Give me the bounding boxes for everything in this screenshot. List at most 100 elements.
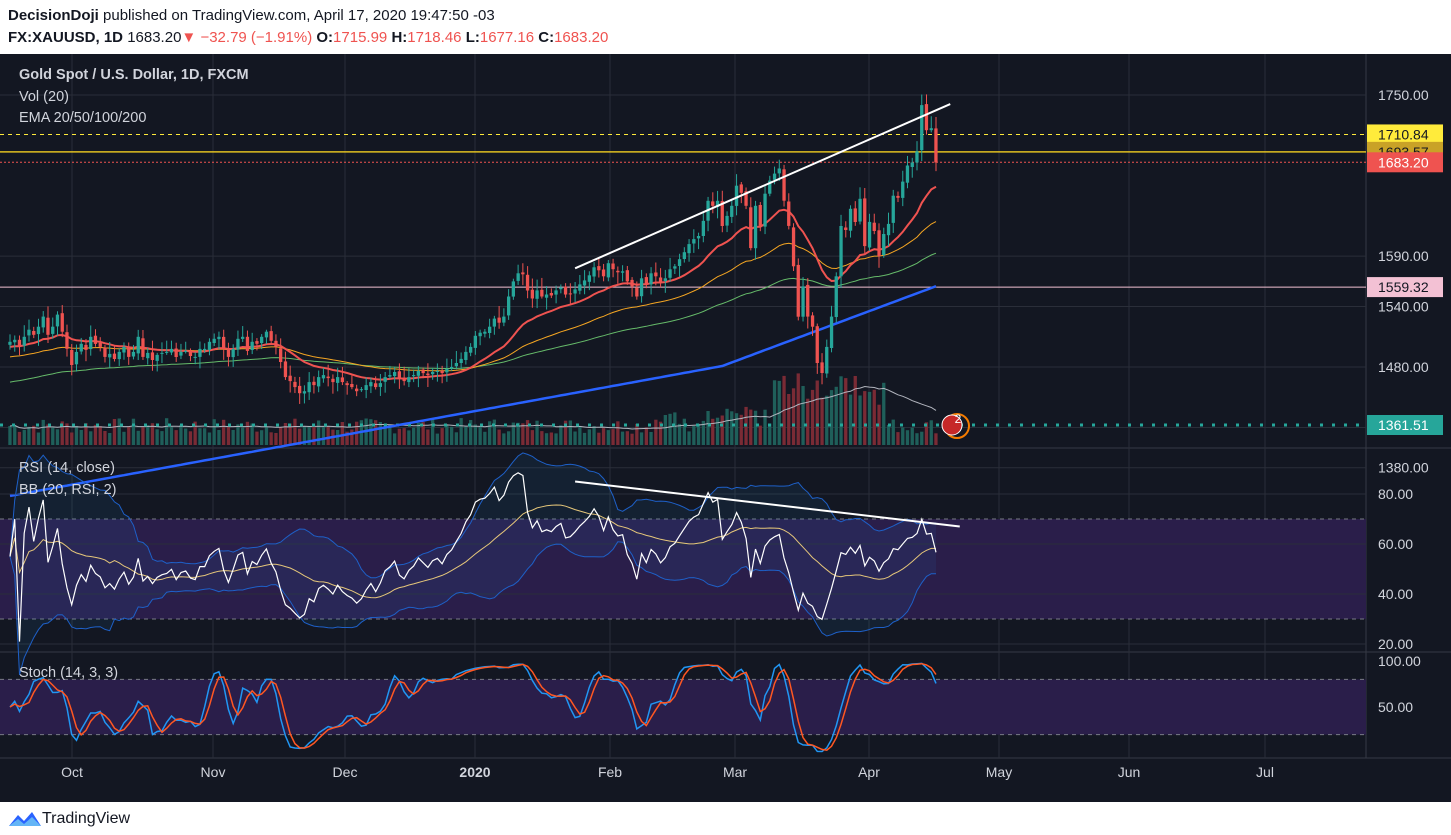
volume-bar [535, 420, 539, 445]
volume-bar [74, 425, 79, 445]
volume-bar [255, 431, 259, 445]
volume-bar [188, 431, 193, 445]
volume-bar [920, 431, 924, 445]
volume-bar [682, 418, 686, 445]
candle-body [488, 326, 492, 333]
publisher-line: DecisionDoji published on TradingView.co… [8, 7, 495, 24]
footer: TradingView [0, 802, 1451, 835]
time-tick-label: Jun [1118, 764, 1141, 780]
volume-bar [131, 418, 136, 445]
candle-body [601, 269, 606, 277]
volume-bar [207, 432, 212, 445]
volume-bar [378, 422, 382, 445]
volume-bar [616, 421, 620, 445]
candle-body [150, 352, 155, 360]
volume-bar [924, 422, 929, 445]
candle-body [801, 286, 805, 317]
chart-canvas[interactable]: Oct Nov Dec 2020 Feb Mar Apr May Jun Jul 1750.00 15… [0, 54, 1451, 802]
volume-bar [882, 382, 886, 445]
rsi-legend[interactable]: RSI (14, close) [19, 460, 115, 476]
volume-bar [193, 421, 197, 445]
volume-bar [734, 413, 739, 445]
candle-body [32, 331, 36, 335]
candle-body [369, 382, 373, 387]
volume-bar [630, 433, 634, 445]
candle-body [582, 280, 587, 286]
candle-body [269, 331, 273, 341]
candle-body [492, 318, 496, 327]
candle-body [511, 281, 515, 297]
candle-body [473, 335, 477, 348]
candle-body [711, 201, 715, 206]
ema-legend[interactable]: EMA 20/50/100/200 [19, 110, 147, 126]
volume-bar [146, 425, 150, 445]
volume-bar [41, 419, 45, 445]
volume-bar [488, 421, 492, 445]
symbol-name[interactable]: FX:XAUUSD, 1D [8, 29, 124, 46]
volume-bar [350, 429, 354, 445]
candle-body [440, 370, 444, 373]
candle-body [934, 128, 938, 163]
open-value: 1715.99 [333, 29, 388, 46]
volume-bar [687, 431, 691, 445]
volume-bar [677, 423, 682, 445]
candle-body [416, 371, 420, 376]
volume-bar [649, 432, 653, 445]
candle-body [112, 353, 117, 359]
candle-body [891, 195, 895, 223]
candle-body [592, 267, 596, 277]
candle-body [326, 376, 330, 379]
volume-bar [55, 429, 60, 445]
volume-bar [169, 426, 174, 445]
candle-body [544, 294, 549, 298]
chart-area[interactable]: Oct Nov Dec 2020 Feb Mar Apr May Jun Jul 1750.00 15… [0, 54, 1451, 802]
volume-bar [730, 411, 734, 445]
candle-body [469, 346, 473, 353]
stoch-tick-label: 50.00 [1378, 699, 1413, 715]
candle-body [288, 375, 292, 382]
candle-body [787, 201, 791, 226]
volume-bar [122, 431, 126, 445]
candle-body [212, 338, 216, 343]
rsi-band-fill [0, 519, 1366, 619]
volume-legend[interactable]: Vol (20) [19, 89, 69, 105]
candle-body [70, 350, 74, 365]
candle-body [60, 313, 64, 332]
volume-bar [407, 430, 411, 445]
volume-bar [696, 423, 701, 445]
ema20-line [9, 185, 937, 381]
candle-body [701, 220, 705, 236]
candle-body [307, 382, 311, 393]
volume-bar [601, 428, 606, 445]
time-tick-label: Apr [858, 764, 880, 780]
tradingview-brand[interactable]: TradingView [42, 810, 131, 827]
candle-body [782, 169, 786, 201]
volume-bar [720, 415, 724, 445]
tradingview-logo-icon [9, 812, 41, 826]
publisher-name[interactable]: DecisionDoji [8, 7, 99, 24]
volume-bar [231, 430, 235, 445]
candle-body [184, 350, 188, 352]
main-legend-title[interactable]: Gold Spot / U.S. Dollar, 1D, FXCM [19, 67, 249, 83]
bb-lower-line [9, 541, 936, 676]
stoch-legend[interactable]: Stoch (14, 3, 3) [19, 665, 119, 681]
volume-bar [896, 432, 900, 445]
candle-body [920, 105, 924, 151]
candle-body [535, 290, 539, 299]
volume-bar [13, 424, 17, 445]
candle-body [336, 377, 340, 383]
volume-bar [858, 395, 862, 445]
volume-bar [815, 380, 819, 445]
volume-bar [179, 425, 183, 445]
volume-bar [435, 433, 439, 445]
candle-body [853, 208, 857, 222]
time-tick-label: 2020 [459, 764, 490, 780]
candle-body [22, 336, 26, 346]
volume-bar [597, 432, 601, 445]
time-tick-label: Nov [201, 764, 226, 780]
candle-body [179, 351, 183, 356]
volume-bar [288, 423, 292, 445]
volume-bar [611, 429, 615, 445]
bb-legend[interactable]: BB (20, RSI, 2) [19, 482, 117, 498]
volume-bar [317, 420, 321, 445]
